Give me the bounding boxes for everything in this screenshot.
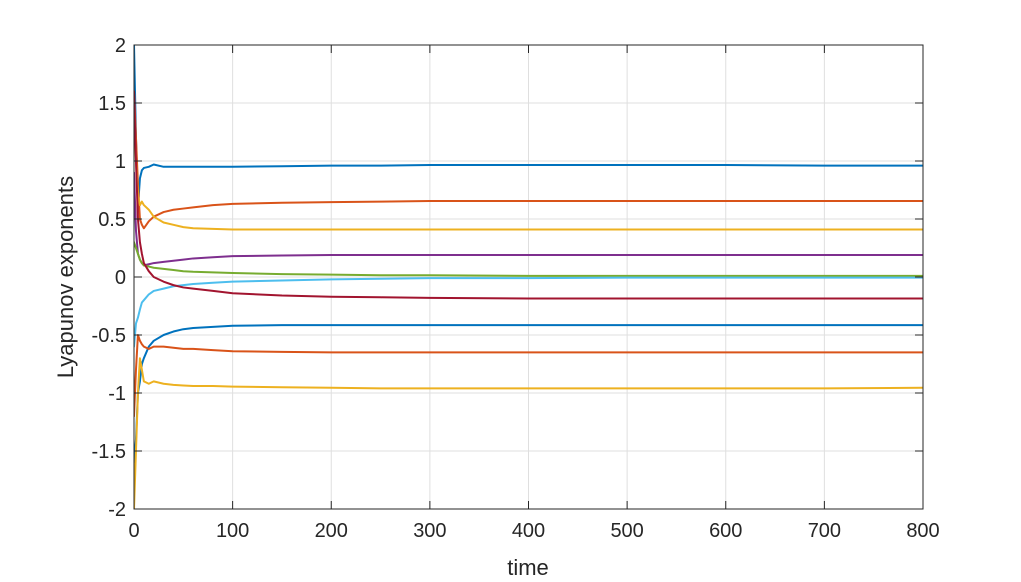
x-tick-label: 500 bbox=[610, 520, 643, 542]
series-line-1 bbox=[134, 45, 923, 209]
x-axis-label: time bbox=[507, 555, 549, 580]
series-line-3 bbox=[134, 102, 923, 231]
x-tick-label: 300 bbox=[413, 520, 446, 542]
y-tick-label: 0 bbox=[115, 267, 126, 289]
y-tick-label: 1 bbox=[115, 151, 126, 173]
x-tick-label: 200 bbox=[315, 520, 348, 542]
series-line-7 bbox=[134, 90, 923, 300]
series-layer bbox=[134, 45, 923, 509]
y-tick-label: 1.5 bbox=[98, 93, 126, 115]
series-line-2 bbox=[134, 90, 923, 230]
y-tick-label: -0.5 bbox=[92, 325, 126, 347]
x-tick-label: 600 bbox=[709, 520, 742, 542]
y-tick-label: -2 bbox=[108, 499, 126, 521]
x-tick-label: 800 bbox=[906, 520, 939, 542]
series-line-10 bbox=[134, 357, 923, 509]
x-tick-label: 400 bbox=[512, 520, 545, 542]
y-axis-label: Lyapunov exponents bbox=[53, 176, 78, 378]
series-line-9 bbox=[134, 334, 923, 418]
x-tick-label: 700 bbox=[808, 520, 841, 542]
y-tick-label: 0.5 bbox=[98, 209, 126, 231]
series-line-5 bbox=[134, 241, 923, 277]
y-tick-label: -1.5 bbox=[92, 441, 126, 463]
x-tick-label: 0 bbox=[128, 520, 139, 542]
tick-labels: 0 100 200 300 400 500 600 700 800 -2 -1.5 -1 -0.5 0 0.… bbox=[92, 35, 940, 542]
ticks bbox=[133, 44, 924, 510]
series-line-6 bbox=[134, 276, 923, 348]
x-tick-label: 100 bbox=[216, 520, 249, 542]
y-tick-label: -1 bbox=[108, 383, 126, 405]
y-tick-label: 2 bbox=[115, 35, 126, 57]
